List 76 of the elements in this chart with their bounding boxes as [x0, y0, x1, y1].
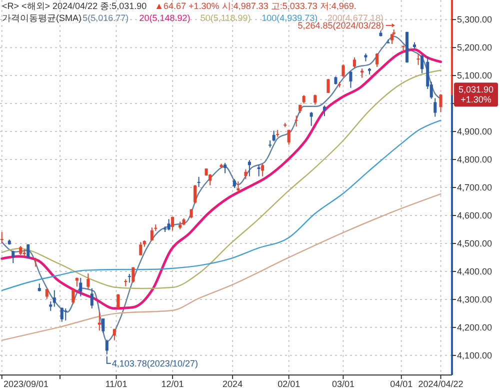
y-tick-label: 4,500.00 — [457, 238, 492, 249]
candlestick — [79, 277, 82, 297]
candlestick — [197, 176, 200, 188]
candlestick — [236, 180, 240, 194]
candlestick — [190, 208, 193, 219]
chart-subtitle: ▲64.67 +1.30% 시:4,987.33 고:5,033.73 저:4,969. — [154, 1, 356, 11]
candlestick — [0, 231, 4, 244]
candlestick — [90, 288, 94, 309]
candlestick — [257, 164, 260, 177]
x-tick-label: 12/01 — [161, 379, 184, 389]
y-tick-label: 4,900.00 — [457, 126, 492, 137]
x-tick-label: 02/01 — [278, 379, 300, 389]
annotation: 5,031.90 +1.30% — [458, 84, 494, 105]
line-series — [1, 70, 442, 290]
candlestick — [132, 266, 135, 284]
legend-title: 가격이동평균(SMA) — [2, 13, 82, 23]
y-tick-label: 5,100.00 — [457, 70, 492, 81]
y-tick-label: 4,200.00 — [457, 322, 492, 333]
x-tick-label: 11/01 — [105, 379, 128, 389]
candlestick — [224, 162, 227, 174]
candlestick — [116, 294, 120, 309]
y-tick-label: 4,600.00 — [457, 210, 492, 221]
candlestick — [86, 272, 90, 290]
candlestick — [60, 307, 64, 322]
line-series — [1, 193, 442, 341]
y-tick-label: 5,200.00 — [457, 42, 492, 53]
candlestick — [244, 168, 248, 180]
text: 200(4,677.18) — [327, 13, 384, 23]
candlestick — [434, 98, 437, 118]
x-tick-label: 2024 — [222, 379, 243, 389]
candlestick — [416, 53, 420, 66]
y-tick-label: 4,700.00 — [457, 182, 492, 193]
candlestick — [98, 312, 101, 332]
y-tick-label: 4,100.00 — [457, 350, 492, 361]
annotation: 4,103.78(2023/10/27) — [112, 358, 198, 368]
candlestick — [322, 105, 326, 117]
candlestick — [102, 318, 105, 334]
candlestick — [52, 290, 56, 308]
y-tick-label: 4,300.00 — [457, 294, 492, 305]
candlestick — [349, 71, 352, 88]
text: 5(5,016.77) — [82, 13, 129, 23]
candlestick — [139, 242, 142, 256]
candlestick — [287, 129, 290, 146]
candlestick — [150, 227, 154, 241]
y-tick-label: 5,300.00 — [457, 14, 492, 25]
candlestick — [26, 244, 30, 259]
candlestick — [360, 68, 364, 78]
chart-title: <R> <해외> 2024/04/22 종:5,031.90 — [2, 1, 147, 11]
candlestick — [105, 339, 108, 355]
x-tick-label: 2023/09/01 — [3, 379, 49, 389]
candlestick — [167, 218, 170, 231]
candlestick — [194, 184, 197, 204]
candlestick — [272, 130, 276, 142]
candlestick — [439, 94, 442, 113]
y-tick-label: 4,400.00 — [457, 266, 492, 277]
candlestick — [420, 54, 424, 74]
candlestick — [12, 250, 15, 264]
candlestick — [375, 52, 378, 68]
x-tick-label: 03/01 — [332, 379, 354, 389]
candlestick — [326, 78, 330, 94]
x-tick-label: 2024/04/22 — [418, 379, 464, 389]
candlestick — [352, 56, 356, 68]
candlestick — [261, 163, 264, 177]
candlestick — [294, 115, 298, 127]
text: 100(4,939.73) — [262, 13, 318, 23]
text: 20(5,148.92) — [139, 13, 190, 23]
candlestick — [64, 308, 68, 321]
text: 50(5,118.99) — [200, 13, 251, 23]
candlestick — [72, 288, 75, 305]
x-tick-label: 04/01 — [390, 379, 413, 389]
y-tick-label: 4,800.00 — [457, 154, 492, 165]
candlestick — [314, 94, 317, 106]
candlestick — [248, 160, 251, 177]
candlestick — [171, 216, 174, 232]
candlestick — [342, 64, 345, 78]
line-series — [1, 120, 442, 292]
